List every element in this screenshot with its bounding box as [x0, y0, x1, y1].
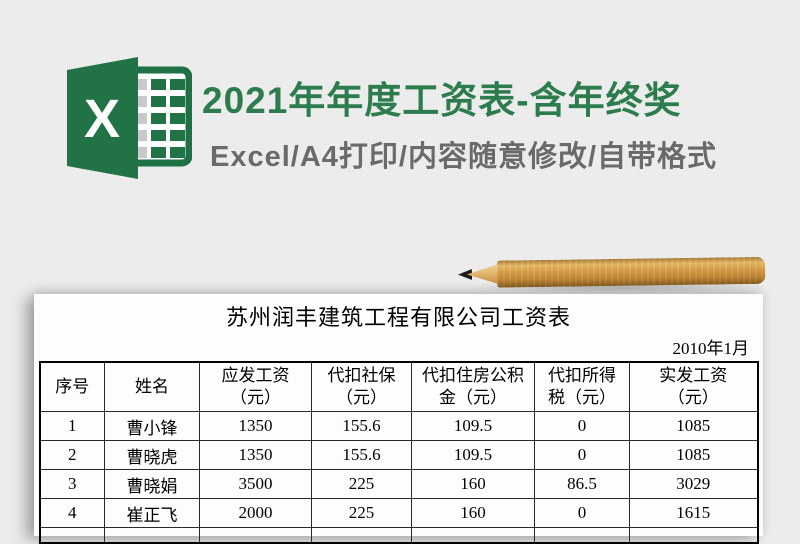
table-body: 1 曹小锋 1350 155.6 109.5 0 1085 2 曹晓虎 1350 155.6 109.… [39, 411, 758, 543]
column-header: 序号 [39, 361, 105, 412]
table-cell: 109.5 [411, 440, 535, 470]
page-subtitle: Excel/A4打印/内容随意修改/自带格式 [210, 141, 718, 173]
table-cell: 2 [39, 440, 105, 470]
table-cell: 160 [411, 469, 535, 499]
column-header: 代扣所得 税（元） [534, 361, 630, 412]
table-cell: 1085 [629, 411, 758, 441]
table-cell: 155.6 [311, 411, 412, 441]
table-cell [39, 527, 105, 543]
table-row: 3 曹晓娟 3500 225 160 86.5 3029 [39, 469, 758, 499]
table-row-partial [39, 527, 758, 543]
table-cell: 86.5 [534, 469, 630, 499]
table-header-row: 序号 姓名 应发工资 （元） 代扣社保 （元） 代扣住房公积 金（元） 代扣所得 税（元）… [39, 361, 758, 412]
worksheet-card: 苏州润丰建筑工程有限公司工资表 2010年1月 序号 姓名 应发工资 （元） 代扣社保… [34, 294, 763, 544]
table-cell [629, 527, 758, 543]
table-cell: 155.6 [311, 440, 412, 470]
table-row: 1 曹小锋 1350 155.6 109.5 0 1085 [39, 411, 758, 441]
table-cell: 3 [39, 469, 105, 499]
column-header: 姓名 [104, 361, 200, 412]
table-cell: 崔正飞 [104, 498, 200, 528]
table-cell: 1085 [629, 440, 758, 470]
table-cell: 1 [39, 411, 105, 441]
table-cell: 1350 [199, 411, 312, 441]
period-label: 2010年1月 [672, 339, 750, 358]
excel-flag-icon: X [67, 57, 138, 179]
table-cell [104, 527, 200, 543]
table-cell: 3029 [629, 469, 758, 499]
table-row: 4 崔正飞 2000 225 160 0 1615 [39, 498, 758, 528]
table-cell: 1350 [199, 440, 312, 470]
table-cell [534, 527, 630, 543]
table-cell: 4 [39, 498, 105, 528]
excel-logo-icon: X [67, 57, 192, 179]
column-header: 应发工资 （元） [199, 361, 312, 412]
column-header: 代扣社保 （元） [311, 361, 412, 412]
table-cell: 曹小锋 [104, 411, 200, 441]
table-cell: 225 [311, 498, 412, 528]
pencil-body [496, 256, 766, 288]
promo-page: { "page": { "background_color": "#ececec… [34, 57, 768, 544]
table-cell: 0 [534, 498, 630, 528]
table-cell: 1615 [629, 498, 758, 528]
table-cell [311, 527, 412, 543]
company-title: 苏州润丰建筑工程有限公司工资表 [225, 305, 571, 330]
table-cell: 0 [534, 411, 630, 441]
table-cell: 109.5 [411, 411, 535, 441]
table-row: 2 曹晓虎 1350 155.6 109.5 0 1085 [39, 440, 758, 470]
column-header: 实发工资 （元） [629, 361, 758, 412]
column-header: 代扣住房公积 金（元） [411, 361, 535, 412]
table-cell: 曹晓虎 [104, 440, 200, 470]
pencil-sharpened-wood [467, 264, 500, 285]
excel-sheet-icon [126, 66, 192, 167]
table-cell [199, 527, 312, 543]
table-cell: 2000 [199, 498, 312, 528]
pencil-icon [458, 256, 766, 288]
table-cell: 曹晓娟 [104, 469, 200, 499]
table-cell: 225 [311, 469, 412, 499]
table-cell: 0 [534, 440, 630, 470]
table-cell [411, 527, 535, 543]
table-cell: 3500 [199, 469, 312, 499]
table-cell: 160 [411, 498, 535, 528]
excel-x-letter: X [84, 89, 120, 149]
salary-table: 序号 姓名 应发工资 （元） 代扣社保 （元） 代扣住房公积 金（元） 代扣所得 税（元）… [38, 361, 759, 544]
page-title: 2021年年度工资表-含年终奖 [202, 80, 682, 121]
